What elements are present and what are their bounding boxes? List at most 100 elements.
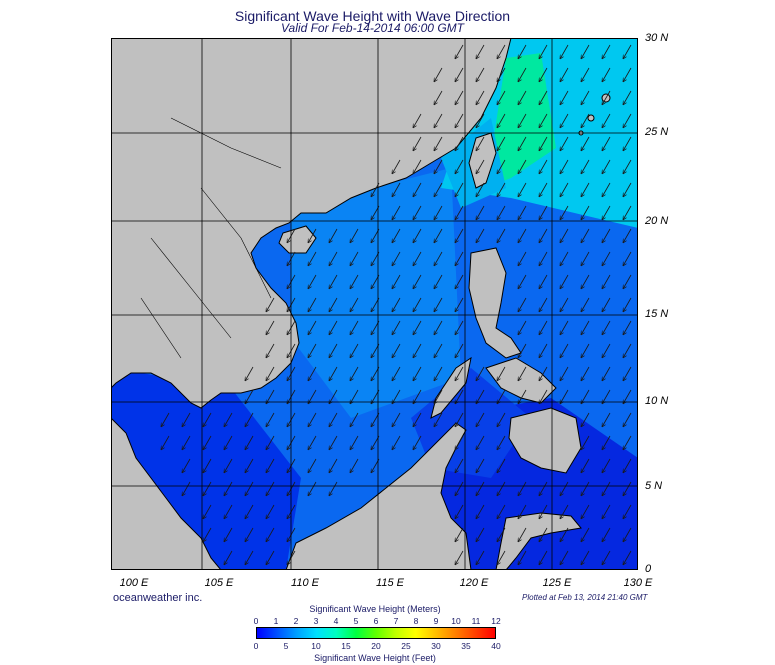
wave-direction-arrow: [623, 550, 632, 565]
wave-direction-arrow: [623, 113, 632, 128]
wave-direction-arrow: [539, 251, 548, 266]
wave-direction-arrow: [581, 527, 590, 542]
wave-direction-arrow: [413, 113, 422, 128]
wave-direction-arrow: [539, 113, 548, 128]
wave-direction-arrow: [539, 527, 548, 542]
wave-direction-arrow: [518, 320, 527, 335]
wave-direction-arrow: [266, 412, 275, 427]
wave-direction-arrow: [602, 67, 611, 82]
legend-feet-tick: 5: [283, 641, 289, 651]
wave-direction-arrow: [350, 412, 359, 427]
land-palawan: [430, 356, 472, 419]
wave-direction-arrow: [329, 320, 338, 335]
lat-label-20n: 20 N: [645, 215, 669, 227]
wave-direction-arrow: [581, 343, 590, 358]
wave-direction-arrow: [224, 412, 233, 427]
wave-direction-arrow: [434, 182, 443, 197]
wave-direction-arrow: [350, 297, 359, 312]
wave-direction-arrow: [560, 205, 569, 220]
wave-direction-arrow: [539, 343, 548, 358]
wave-direction-arrow: [623, 205, 632, 220]
wave-direction-arrow: [413, 136, 422, 151]
wave-direction-arrow: [203, 527, 212, 542]
wave-direction-arrow: [392, 297, 401, 312]
wave-direction-arrow: [455, 251, 464, 266]
wave-direction-arrow: [560, 182, 569, 197]
legend-meters-tick: 9: [433, 616, 439, 626]
lat-label-10n: 10 N: [645, 395, 669, 407]
wave-direction-arrow: [539, 274, 548, 289]
wave-direction-arrow: [329, 458, 338, 473]
wave-direction-arrow: [560, 44, 569, 59]
wave-direction-arrow: [602, 297, 611, 312]
wave-direction-arrow: [161, 435, 170, 450]
wave-direction-arrow: [581, 481, 590, 496]
wave-direction-arrow: [455, 297, 464, 312]
wave-direction-arrow: [308, 366, 317, 381]
lat-label-30n: 30 N: [645, 32, 669, 44]
wave-direction-arrow: [560, 90, 569, 105]
legend-meters-tick: 1: [273, 616, 279, 626]
wave-direction-arrow: [413, 366, 422, 381]
wave-direction-arrow: [476, 366, 485, 381]
wave-direction-arrow: [581, 136, 590, 151]
wave-direction-arrow: [476, 136, 485, 151]
wave-direction-arrow: [350, 274, 359, 289]
wave-direction-arrow: [602, 274, 611, 289]
wave-direction-arrow: [476, 527, 485, 542]
land-malay-peninsula: [111, 417, 222, 570]
wave-direction-arrow: [392, 366, 401, 381]
wave-direction-arrow: [308, 412, 317, 427]
wave-direction-arrow: [623, 366, 632, 381]
wave-height-map: [111, 38, 638, 570]
legend-meters-tick: 6: [373, 616, 379, 626]
wave-direction-arrow: [623, 159, 632, 174]
wave-direction-arrow: [539, 182, 548, 197]
wave-direction-arrow: [455, 320, 464, 335]
wave-direction-arrow: [455, 458, 464, 473]
wave-direction-arrow: [203, 412, 212, 427]
wave-direction-arrow: [497, 458, 506, 473]
wave-direction-arrow: [350, 228, 359, 243]
wave-direction-arrow: [350, 366, 359, 381]
legend-feet-tick: 15: [341, 641, 351, 651]
wave-direction-arrow: [476, 44, 485, 59]
wave-direction-arrow: [602, 159, 611, 174]
wave-direction-arrow: [392, 205, 401, 220]
wave-direction-arrow: [539, 550, 548, 565]
legend-meters-tick: 12: [491, 616, 501, 626]
wave-direction-arrow: [350, 343, 359, 358]
wave-direction-arrow: [518, 182, 527, 197]
wave-direction-arrow: [392, 182, 401, 197]
wave-direction-arrow: [497, 182, 506, 197]
wave-direction-arrow: [602, 435, 611, 450]
wave-direction-arrow: [518, 527, 527, 542]
wave-direction-arrow: [539, 67, 548, 82]
wave-direction-arrow: [245, 481, 254, 496]
wave-direction-arrow: [476, 481, 485, 496]
wave-direction-arrow: [329, 297, 338, 312]
lon-label-125e: 125 E: [542, 577, 572, 589]
wave-direction-arrow: [539, 44, 548, 59]
wave-direction-arrow: [413, 435, 422, 450]
land-hainan: [278, 225, 317, 254]
wave-direction-arrow: [602, 205, 611, 220]
wave-direction-arrow: [476, 205, 485, 220]
wave-direction-arrow: [476, 159, 485, 174]
wave-direction-arrow: [518, 274, 527, 289]
wave-direction-arrow: [497, 205, 506, 220]
wave-direction-arrow: [455, 136, 464, 151]
wave-direction-arrow: [329, 251, 338, 266]
wave-direction-arrow: [518, 343, 527, 358]
wave-direction-arrow: [203, 458, 212, 473]
wave-direction-arrow: [602, 182, 611, 197]
wave-direction-arrow: [602, 251, 611, 266]
wave-direction-arrow: [350, 435, 359, 450]
wave-direction-arrow: [434, 412, 443, 427]
wave-direction-arrow: [245, 412, 254, 427]
wave-direction-arrow: [434, 320, 443, 335]
wave-direction-arrow: [434, 297, 443, 312]
wave-direction-arrow: [224, 527, 233, 542]
wave-direction-arrow: [560, 366, 569, 381]
wave-direction-arrow: [518, 481, 527, 496]
